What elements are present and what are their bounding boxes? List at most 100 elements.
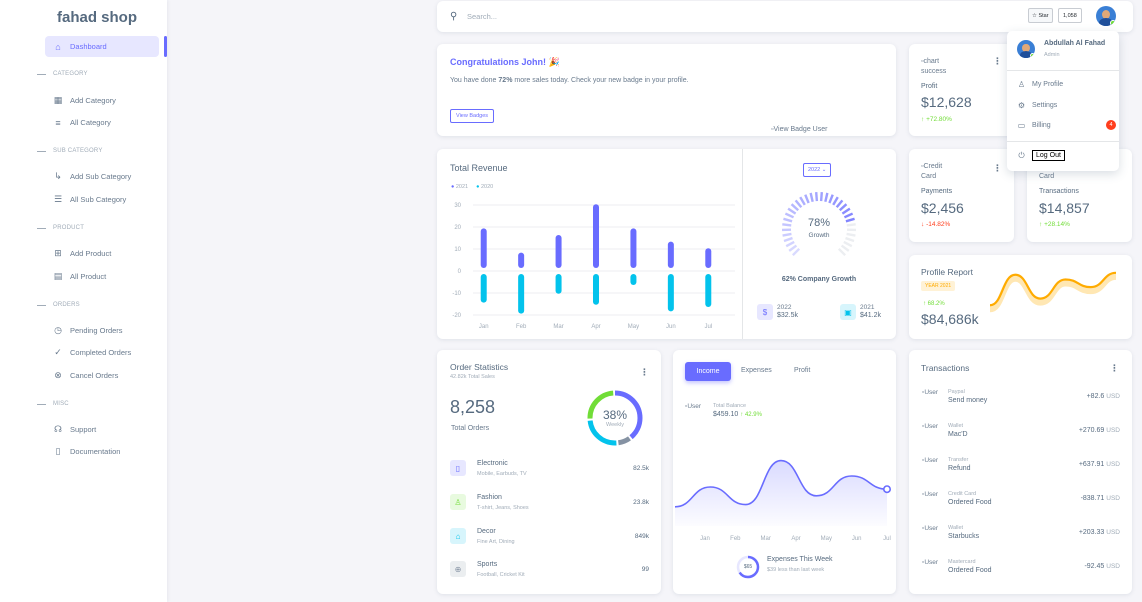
payments-card: ▫Credit Card ⋮ Payments $2,456 ↓ -14.82% bbox=[909, 149, 1014, 242]
tab-profit[interactable]: Profit bbox=[794, 367, 811, 374]
congrats-text: You have done 72% more sales today. Chec… bbox=[450, 77, 689, 84]
my-profile-link[interactable]: ♙ My Profile bbox=[1017, 80, 1064, 89]
user-avatar[interactable] bbox=[1096, 6, 1116, 26]
income-last-point bbox=[883, 485, 892, 494]
transaction-amount: -838.71 USD bbox=[1080, 495, 1120, 502]
profile-line-shadow bbox=[989, 273, 1117, 313]
sidebar-item-pending-orders[interactable]: ◷ Pending Orders bbox=[54, 325, 123, 335]
growth-label: Growth bbox=[808, 232, 830, 239]
sidebar-item-support[interactable]: ☊ Support bbox=[54, 424, 97, 434]
billing-link[interactable]: ▭ Billing bbox=[1017, 121, 1051, 130]
search-input[interactable] bbox=[467, 8, 667, 24]
table-row: ▫User Wallet Starbucks +203.33 USD bbox=[922, 524, 1120, 546]
sidebar-item-add-sub-category[interactable]: ↳ Add Sub Category bbox=[54, 171, 132, 181]
sidebar-item-add-category[interactable]: ▦ Add Category bbox=[53, 95, 116, 105]
more-vertical-icon[interactable]: ⋮ bbox=[993, 163, 1002, 173]
transaction-image-broken: ▫User bbox=[922, 389, 939, 396]
github-star-count[interactable]: 1,058 bbox=[1058, 8, 1082, 23]
revenue-bar-2021 bbox=[667, 241, 674, 268]
sidebar-item-all-sub-category[interactable]: ☰ All Sub Category bbox=[53, 194, 127, 204]
settings-link[interactable]: ⚙ Settings bbox=[1017, 101, 1058, 110]
power-icon: ⏻ bbox=[1018, 150, 1025, 160]
sidebar-item-all-category[interactable]: ≡ All Category bbox=[45, 112, 159, 133]
gauge-tick bbox=[783, 217, 793, 223]
tab-income[interactable]: Income bbox=[685, 362, 731, 381]
y-tick-label: 20 bbox=[454, 225, 461, 231]
gauge-tick bbox=[787, 207, 797, 215]
transactions-card: Transactions ⋮ ▫User Paypal Send money +82.… bbox=[909, 350, 1132, 594]
transaction-type: Mastercard bbox=[948, 559, 976, 565]
donut-percent: 38% bbox=[602, 408, 628, 422]
expenses-title: Expenses This Week bbox=[767, 556, 833, 563]
profit-card: ▫chart success ⋮ Profit $12,628 ↑ +72.80… bbox=[909, 44, 1014, 136]
menu-header-orders: ORDERS bbox=[37, 302, 80, 308]
gauge-tick bbox=[791, 247, 801, 257]
gauge-tick bbox=[845, 217, 855, 223]
table-row: ▫User Transfer Refund +637.91 USD bbox=[922, 456, 1120, 478]
x-tick-label: Mar bbox=[760, 536, 770, 542]
user-dropdown-menu: Abdullah Al Fahad Admin ♙ My Profile ⚙ Set… bbox=[1007, 31, 1119, 171]
more-vertical-icon[interactable]: ⋮ bbox=[993, 56, 1002, 66]
view-badges-button[interactable]: View Badges bbox=[450, 109, 495, 123]
gauge-tick bbox=[846, 223, 856, 227]
sidebar-item-dashboard[interactable]: ⌂ Dashboard bbox=[45, 36, 159, 57]
x-tick-label: Mar bbox=[553, 324, 563, 330]
gauge-tick bbox=[788, 244, 798, 252]
check-circle-icon: ✓ bbox=[54, 347, 62, 357]
wallet-icon: ▣ bbox=[840, 304, 856, 320]
file-icon: ▯ bbox=[55, 446, 61, 456]
item-desc: Football, Cricket Kit bbox=[477, 572, 525, 578]
transaction-image-broken: ▫User bbox=[922, 457, 939, 464]
github-star-button[interactable]: ☆ Star bbox=[1028, 8, 1053, 23]
sidebar-item-add-product[interactable]: ⊞ Add Product bbox=[54, 248, 112, 258]
congrats-title: Congratulations John! 🎉 bbox=[450, 57, 560, 67]
gauge-tick bbox=[846, 232, 856, 237]
gauge-tick bbox=[835, 199, 844, 209]
revenue-bar-2021 bbox=[480, 228, 487, 268]
x-tick-label: Apr bbox=[791, 536, 800, 542]
year-select[interactable]: 2022 ⌄ bbox=[803, 163, 832, 177]
item-value: 849k bbox=[634, 533, 649, 540]
closet-icon: ♙ bbox=[450, 494, 466, 510]
transaction-type: Wallet bbox=[948, 423, 964, 429]
more-vertical-icon[interactable]: ⋮ bbox=[1110, 363, 1119, 373]
x-tick-label: Apr bbox=[591, 324, 600, 330]
revenue-bar-2020 bbox=[630, 274, 637, 285]
y-tick-label: 10 bbox=[454, 247, 461, 253]
brand-logo[interactable]: fahad shop bbox=[57, 9, 138, 26]
gauge-tick bbox=[804, 194, 810, 204]
gear-icon: ⚙ bbox=[1017, 101, 1026, 110]
transaction-amount: +82.6 USD bbox=[1086, 393, 1120, 400]
football-icon: ⊕ bbox=[450, 561, 466, 577]
transaction-type: Transfer bbox=[948, 457, 969, 463]
table-row: ▫User Credit Card Ordered Food -838.71 USD bbox=[922, 490, 1120, 512]
tab-expenses[interactable]: Expenses bbox=[741, 367, 772, 374]
logout-button[interactable]: Log Out bbox=[1032, 150, 1065, 161]
table-row: ▫User Paypal Send money +82.6 USD bbox=[922, 388, 1120, 410]
x-tick-label: Jul bbox=[704, 324, 712, 330]
home-icon: ⌂ bbox=[55, 41, 61, 52]
y-tick-label: -10 bbox=[452, 291, 461, 297]
active-indicator bbox=[164, 36, 167, 57]
income-line bbox=[674, 459, 888, 508]
item-name: Fashion bbox=[477, 494, 502, 501]
x-tick-label: Jun bbox=[666, 324, 676, 330]
revenue-bar-2020 bbox=[518, 274, 525, 314]
credit-card-icon: ▭ bbox=[1017, 121, 1026, 130]
mobile-icon: ▯ bbox=[450, 460, 466, 476]
sidebar-item-all-product[interactable]: ▤ All Product bbox=[53, 271, 107, 281]
sidebar-item-cancel-orders[interactable]: ⊗ Cancel Orders bbox=[54, 370, 119, 380]
sidebar-item-completed-orders[interactable]: ✓ Completed Orders bbox=[54, 347, 132, 357]
balance-image-broken: ▫User bbox=[685, 403, 702, 410]
growth-percent: 78% bbox=[807, 217, 831, 229]
sidebar-item-documentation[interactable]: ▯ Documentation bbox=[45, 441, 159, 462]
profit-value: $12,628 bbox=[921, 94, 972, 110]
user-icon: ♙ bbox=[1017, 80, 1026, 89]
x-tick-label: Jan bbox=[479, 324, 489, 330]
weekly-donut-chart bbox=[587, 390, 643, 446]
more-vertical-icon[interactable]: ⋮ bbox=[640, 367, 649, 377]
logout-link[interactable]: ⏻ Log Out bbox=[1017, 150, 1065, 161]
transaction-type: Paypal bbox=[948, 389, 965, 395]
item-desc: T-shirt, Jeans, Shoes bbox=[477, 505, 529, 511]
gauge-tick bbox=[782, 223, 792, 227]
